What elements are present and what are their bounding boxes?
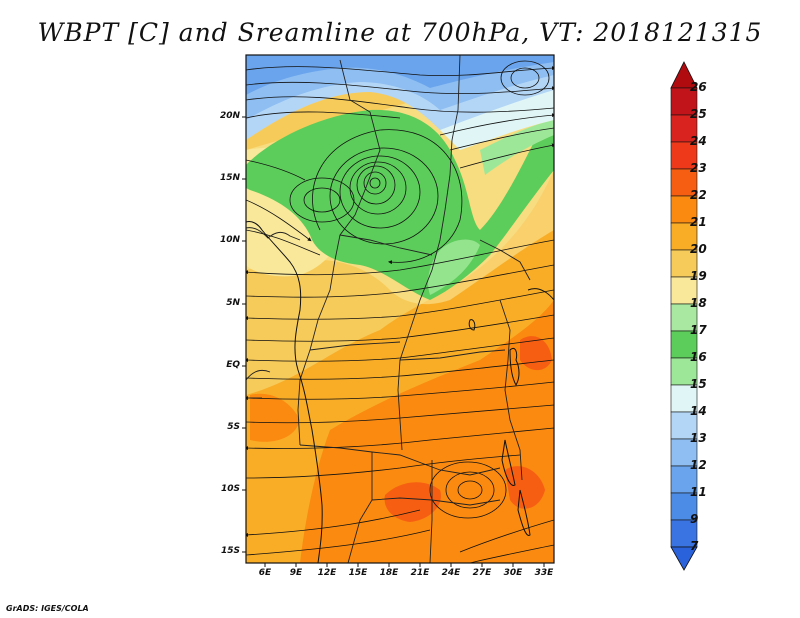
lat-label-5n: 5N — [226, 298, 240, 308]
lon-label-9e: 9E — [289, 568, 303, 578]
colorbar-label-7: 7 — [690, 539, 699, 553]
colorbar-label-16: 16 — [690, 350, 707, 364]
lon-label-33e: 33E — [534, 568, 554, 578]
colorbar-label-17: 17 — [690, 323, 707, 337]
colorbar-label-20: 20 — [690, 242, 707, 256]
lat-label-15s: 15S — [220, 546, 240, 556]
colorbar-box-24 — [670, 141, 698, 170]
colorbar-label-26: 26 — [690, 80, 707, 94]
coastline — [246, 221, 554, 563]
colorbar-box-9 — [670, 519, 698, 548]
map-frame — [245, 54, 555, 564]
lat-label-15n: 15N — [219, 173, 240, 183]
colorbar-label-18: 18 — [690, 296, 707, 310]
colorbar-box-12 — [670, 465, 698, 494]
map-title: WBPT [C] and Sreamline at 700hPa, VT: 20… — [37, 18, 763, 47]
lon-label-24e: 24E — [441, 568, 461, 578]
colorbar-box-19 — [670, 276, 698, 305]
colorbar-label-22: 22 — [690, 188, 707, 202]
colorbar-label-13: 13 — [690, 431, 707, 445]
colorbar-bottom-arrow — [670, 546, 698, 571]
colorbar-label-25: 25 — [690, 107, 707, 121]
colorbar-box-15 — [670, 384, 698, 413]
lat-label-20n: 20N — [219, 111, 240, 121]
colorbar-box-22 — [670, 195, 698, 224]
country-borders — [246, 55, 531, 563]
colorbar-box-21 — [670, 222, 698, 251]
colorbar-box-18 — [670, 303, 698, 332]
colorbar-label-19: 19 — [690, 269, 707, 283]
colorbar-box-14 — [670, 411, 698, 440]
lon-label-21e: 21E — [410, 568, 430, 578]
colorbar-label-24: 24 — [690, 134, 707, 148]
colorbar-box-16 — [670, 357, 698, 386]
colorbar-box-20 — [670, 249, 698, 278]
colorbar — [670, 61, 698, 571]
lat-label-10n: 10N — [219, 235, 240, 245]
colorbar-label-9: 9 — [690, 512, 699, 526]
lon-label-30e: 30E — [503, 568, 523, 578]
lat-label-10s: 10S — [220, 484, 240, 494]
colorbar-label-23: 23 — [690, 161, 707, 175]
colorbar-box-11 — [670, 492, 698, 521]
lon-label-18e: 18E — [379, 568, 399, 578]
colorbar-box-17 — [670, 330, 698, 359]
axis-ticks — [242, 116, 545, 567]
footer-credit: GrADS: IGES/COLA — [6, 604, 89, 613]
colorbar-label-12: 12 — [690, 458, 707, 472]
lon-label-6e: 6E — [258, 568, 272, 578]
lon-label-12e: 12E — [317, 568, 337, 578]
colorbar-label-21: 21 — [690, 215, 707, 229]
lon-label-27e: 27E — [472, 568, 492, 578]
lat-label-5s: 5S — [227, 422, 240, 432]
colorbar-label-15: 15 — [690, 377, 707, 391]
colorbar-label-14: 14 — [690, 404, 707, 418]
colorbar-box-26 — [670, 87, 698, 116]
lat-label-eq: EQ — [226, 360, 240, 370]
wbpt-field — [246, 55, 554, 563]
colorbar-box-23 — [670, 168, 698, 197]
colorbar-label-11: 11 — [690, 485, 707, 499]
lon-label-15e: 15E — [348, 568, 368, 578]
